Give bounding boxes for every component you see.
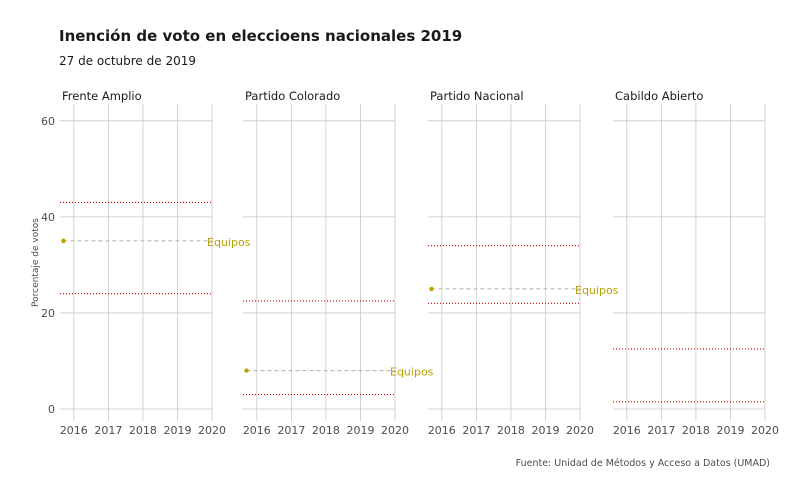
x-tick-label: 2017 (94, 424, 122, 437)
x-tick-label: 2020 (381, 424, 409, 437)
point-label: Equipos (575, 284, 619, 297)
point-label: Equipos (390, 366, 434, 379)
x-tick-label: 2018 (497, 424, 525, 437)
y-axis-label: Porcentaje de votos (31, 218, 41, 307)
y-tick-label: 20 (41, 307, 55, 320)
x-tick-label: 2017 (647, 424, 675, 437)
point-label: Equipos (207, 236, 251, 249)
x-tick-label: 2019 (163, 424, 191, 437)
x-tick-label: 2016 (243, 424, 271, 437)
data-point (429, 286, 434, 292)
data-point (244, 368, 249, 373)
data-point (61, 238, 66, 244)
y-tick-label: 0 (48, 403, 55, 416)
chart-subtitle: 27 de octubre de 2019 (59, 54, 196, 68)
y-tick-label: 60 (41, 115, 55, 128)
panel-title: Frente Amplio (62, 89, 142, 103)
x-tick-label: 2017 (277, 424, 305, 437)
x-tick-label: 2020 (198, 424, 226, 437)
x-tick-label: 2016 (428, 424, 456, 437)
y-tick-label: 40 (41, 211, 55, 224)
x-tick-label: 2018 (312, 424, 340, 437)
panel-title: Cabildo Abierto (615, 89, 703, 103)
chart-caption: Fuente: Unidad de Métodos y Acceso a Dat… (515, 458, 770, 469)
x-tick-label: 2019 (346, 424, 374, 437)
x-tick-label: 2019 (716, 424, 744, 437)
x-tick-label: 2018 (129, 424, 157, 437)
x-tick-label: 2016 (60, 424, 88, 437)
panel-title: Partido Nacional (430, 89, 524, 103)
x-tick-label: 2020 (751, 424, 779, 437)
panel-title: Partido Colorado (245, 89, 340, 103)
chart-title: Inención de voto en eleccioens nacionale… (59, 27, 463, 45)
x-tick-label: 2016 (613, 424, 641, 437)
x-tick-label: 2020 (566, 424, 594, 437)
x-tick-label: 2018 (682, 424, 710, 437)
x-tick-label: 2017 (462, 424, 490, 437)
x-tick-label: 2019 (531, 424, 559, 437)
